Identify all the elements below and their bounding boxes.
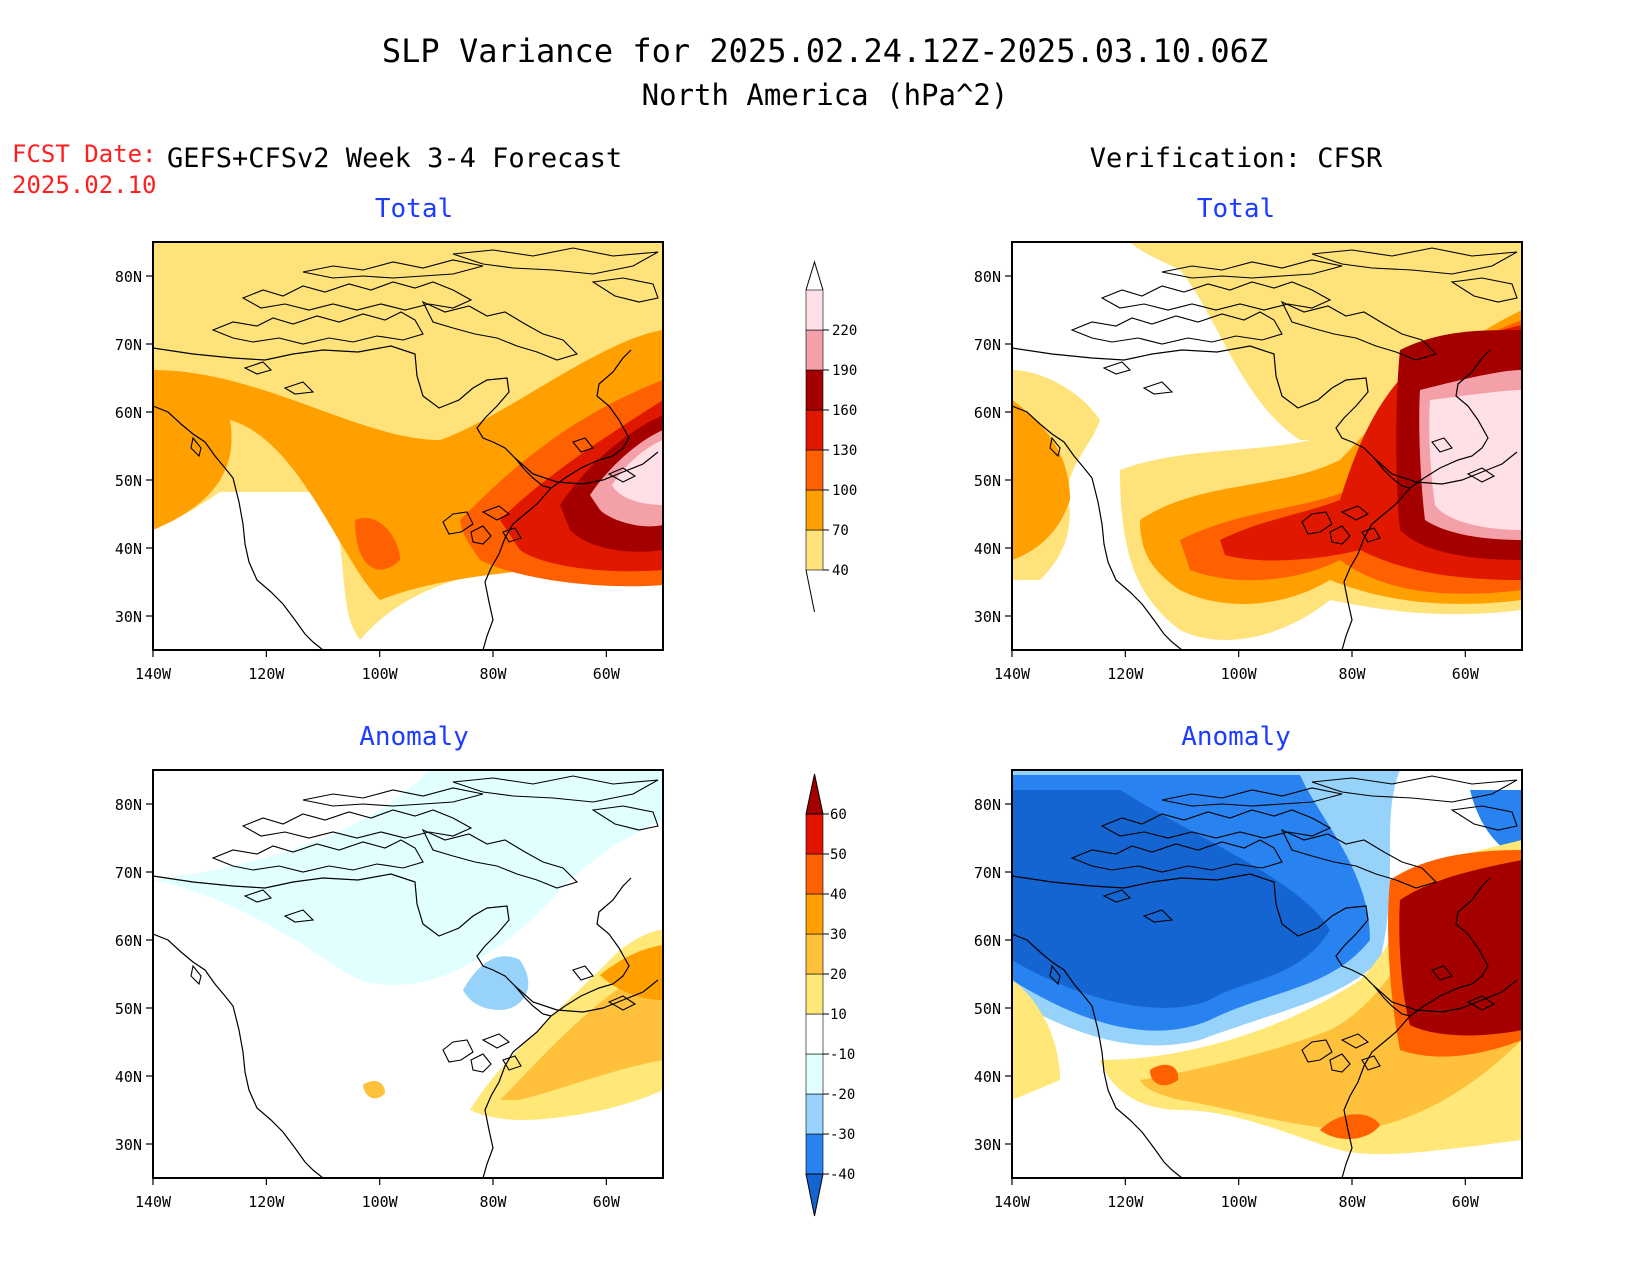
colorbar-lower-extend <box>805 569 815 613</box>
colorbar-tick-label: 30 <box>830 927 847 943</box>
lat-tick-label: 80N <box>115 796 142 814</box>
colorbar-segment <box>805 1013 824 1055</box>
colorbar-tick-label: 60 <box>830 807 847 823</box>
forecast-column-title: GEFS+CFSv2 Week 3-4 Forecast <box>167 143 622 174</box>
colorbar-lower-extend <box>805 1173 824 1217</box>
lat-tick-label: 80N <box>115 268 142 286</box>
lon-tick-label: 80W <box>479 1193 507 1211</box>
lat-tick-label: 40N <box>115 1068 142 1086</box>
lat-tick-label: 30N <box>974 608 1001 626</box>
colorbar-tick-label: 50 <box>830 847 847 863</box>
colorbar-segment <box>805 933 824 975</box>
figure-subtitle: North America (hPa^2) <box>642 78 1009 112</box>
lon-tick-label: 120W <box>248 1193 285 1211</box>
colorbar-segment <box>805 289 824 331</box>
lat-tick-label: 30N <box>974 1136 1001 1154</box>
colorbar-segment <box>805 409 824 451</box>
lat-tick-label: 70N <box>115 336 142 354</box>
colorbar-segment <box>805 1053 824 1095</box>
panel-title-verification-total: Total <box>1197 194 1275 224</box>
lon-tick-label: 120W <box>1107 665 1144 683</box>
lat-tick-label: 50N <box>115 472 142 490</box>
lat-tick-label: 50N <box>974 1000 1001 1018</box>
lon-tick-label: 60W <box>1452 1193 1480 1211</box>
verification-column-title: Verification: CFSR <box>1090 143 1383 174</box>
panel-title-forecast-anomaly: Anomaly <box>359 722 469 752</box>
map-forecast-anomaly: 140W 120W 100W 80W 60W 80N 70N 60N 50N 40N 30N <box>115 769 664 1211</box>
lat-tick-label: 80N <box>974 796 1001 814</box>
colorbar-tick-label: -20 <box>830 1087 855 1103</box>
colorbar-segment <box>805 853 824 895</box>
colorbar-segment <box>805 489 824 531</box>
colorbar-segment <box>805 369 824 411</box>
map-verification-anomaly: 140W 120W 100W 80W 60W 80N 70N 60N 50N 40N 30N <box>974 769 1523 1211</box>
colorbar-segment <box>805 449 824 491</box>
colorbar-tick-label: 160 <box>832 403 857 419</box>
colorbar-tick-label: 220 <box>832 323 857 339</box>
panel-title-verification-anomaly: Anomaly <box>1181 722 1291 752</box>
colorbar-tick-label: -10 <box>830 1047 855 1063</box>
lon-tick-label: 80W <box>1338 665 1366 683</box>
lon-tick-label: 100W <box>362 1193 399 1211</box>
colorbar-tick-label: 20 <box>830 967 847 983</box>
lon-tick-label: 100W <box>1221 665 1258 683</box>
colorbar-segment <box>805 973 824 1015</box>
lat-tick-label: 60N <box>115 932 142 950</box>
lon-tick-label: 140W <box>994 665 1031 683</box>
lon-tick-label: 60W <box>593 665 621 683</box>
colorbar-segment <box>805 529 824 571</box>
colorbar-segment <box>805 329 824 371</box>
colorbar-segment <box>805 1133 824 1175</box>
lon-tick-label: 100W <box>362 665 399 683</box>
colorbar-tick-label: 100 <box>832 483 857 499</box>
fcst-date-value: 2025.02.10 <box>12 171 157 199</box>
colorbar-upper-extend <box>805 773 824 815</box>
fcst-date-label: FCST Date: <box>12 140 157 168</box>
lat-tick-label: 40N <box>115 540 142 558</box>
colorbar-segment <box>805 893 824 935</box>
colorbar-tick-label: 190 <box>832 363 857 379</box>
total-colorbar: 40 70 100 130 160 190 220 <box>805 260 857 613</box>
lat-tick-label: 70N <box>115 864 142 882</box>
colorbar-upper-extend <box>805 260 824 291</box>
figure-title: SLP Variance for 2025.02.24.12Z-2025.03.… <box>382 32 1268 70</box>
colorbar-tick-label: -30 <box>830 1127 855 1143</box>
lat-tick-label: 70N <box>974 864 1001 882</box>
lat-tick-label: 60N <box>115 404 142 422</box>
lat-tick-label: 50N <box>974 472 1001 490</box>
lon-tick-label: 120W <box>1107 1193 1144 1211</box>
panel-title-forecast-total: Total <box>375 194 453 224</box>
colorbar-segment <box>805 1093 824 1135</box>
colorbar-tick-label: 40 <box>832 563 849 579</box>
lat-tick-label: 50N <box>115 1000 142 1018</box>
lat-tick-label: 60N <box>974 404 1001 422</box>
lon-tick-label: 140W <box>135 665 172 683</box>
colorbar-tick-label: 40 <box>830 887 847 903</box>
lat-tick-label: 40N <box>974 540 1001 558</box>
anomaly-colorbar: -40 -30 -20 -10 10 20 30 40 50 60 <box>805 773 855 1217</box>
lon-tick-label: 60W <box>593 1193 621 1211</box>
lat-tick-label: 40N <box>974 1068 1001 1086</box>
map-forecast-total: 140W 120W 100W 80W 60W 80N 70N 60N 50N 40N 30N <box>115 241 664 683</box>
lat-tick-label: 30N <box>115 1136 142 1154</box>
map-verification-total: 140W 120W 100W 80W 60W 80N 70N 60N 50N 40N 30N <box>974 241 1523 683</box>
lon-tick-label: 80W <box>479 665 507 683</box>
lon-tick-label: 100W <box>1221 1193 1258 1211</box>
colorbar-segment <box>805 813 824 855</box>
colorbar-tick-label: -40 <box>830 1167 855 1183</box>
lon-tick-label: 120W <box>248 665 285 683</box>
lon-tick-label: 80W <box>1338 1193 1366 1211</box>
lon-tick-label: 60W <box>1452 665 1480 683</box>
lat-tick-label: 80N <box>974 268 1001 286</box>
lat-tick-label: 30N <box>115 608 142 626</box>
colorbar-tick-label: 130 <box>832 443 857 459</box>
lon-tick-label: 140W <box>994 1193 1031 1211</box>
lon-tick-label: 140W <box>135 1193 172 1211</box>
colorbar-tick-label: 70 <box>832 523 849 539</box>
lat-tick-label: 60N <box>974 932 1001 950</box>
lat-tick-label: 70N <box>974 336 1001 354</box>
colorbar-tick-label: 10 <box>830 1007 847 1023</box>
